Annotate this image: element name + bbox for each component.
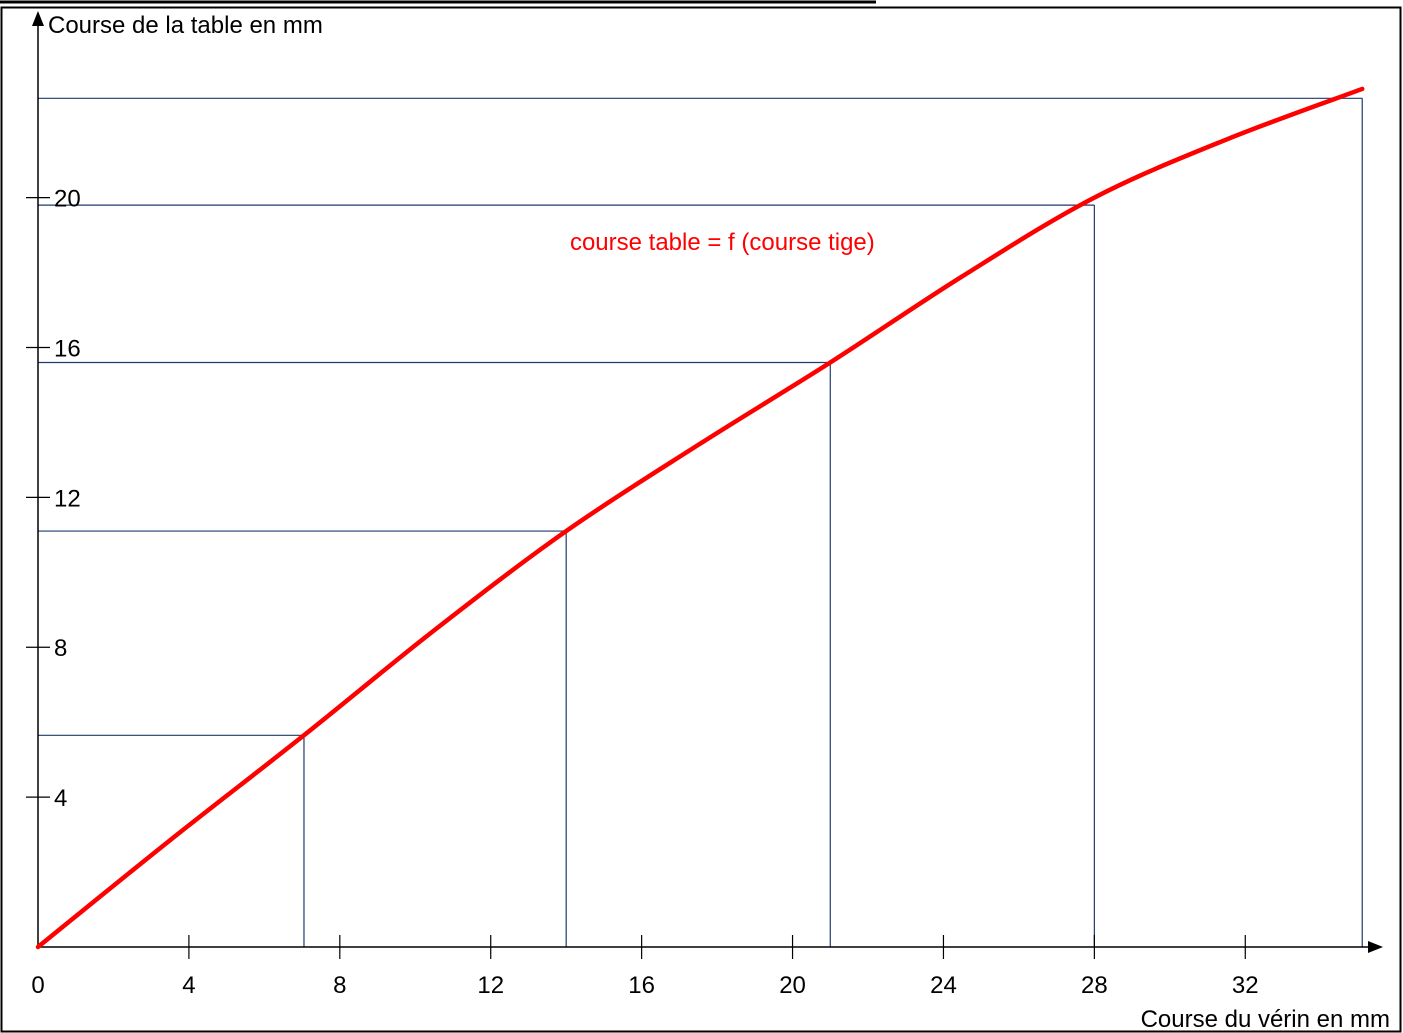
- chart-frame: [0, 6, 1402, 1033]
- x-axis-label: Course du vérin en mm: [1141, 1006, 1390, 1033]
- guide-lines: [38, 97, 1363, 947]
- y-tick-label: 16: [54, 335, 81, 362]
- x-tick-label: 28: [1081, 972, 1108, 999]
- y-ticks: 4 8 12 16 20: [26, 186, 81, 812]
- x-axis-arrow-icon: [1368, 941, 1383, 953]
- x-tick-label: 12: [477, 972, 504, 999]
- y-axis-label: Course de la table en mm: [48, 12, 323, 39]
- series-annotation: course table = f (course tige): [570, 229, 875, 256]
- y-tick-label: 8: [54, 635, 67, 662]
- series-curve: [35, 86, 1365, 950]
- x-ticks: 0 4 8 12 16 20 24 28 32: [31, 935, 1259, 999]
- y-axis-arrow-icon: [32, 11, 44, 26]
- x-tick-label: 4: [182, 972, 195, 999]
- x-tick-label: 20: [779, 972, 806, 999]
- y-tick-label: 20: [54, 186, 81, 213]
- x-tick-label: 24: [930, 972, 957, 999]
- y-tick-label: 4: [54, 785, 67, 812]
- x-tick-label: 8: [333, 972, 346, 999]
- x-tick-label: 0: [31, 972, 44, 999]
- x-tick-label: 32: [1232, 972, 1259, 999]
- x-tick-label: 16: [628, 972, 655, 999]
- y-tick-label: 12: [54, 485, 81, 512]
